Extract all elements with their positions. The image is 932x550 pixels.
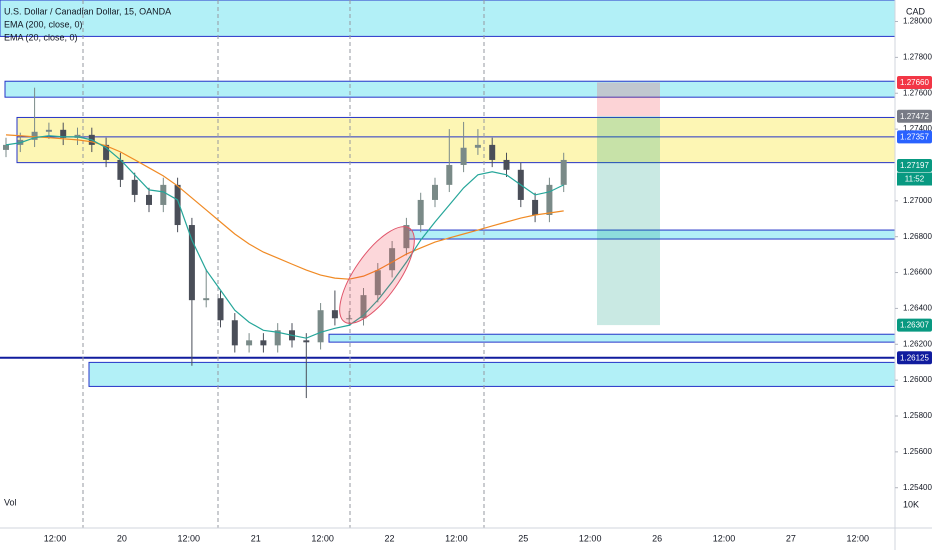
candle-body — [374, 270, 381, 296]
x-tick-label: 12:00 — [847, 533, 870, 543]
zone — [328, 333, 896, 343]
highlight-ellipse — [339, 226, 415, 324]
candle-body — [3, 144, 9, 150]
price-badge — [897, 75, 932, 89]
y-tick-label: 1.25600 — [903, 447, 932, 456]
countdown-badge — [897, 172, 932, 186]
price-axis — [895, 0, 932, 550]
price-badge — [897, 351, 932, 365]
x-tick-label: 12:00 — [579, 533, 602, 543]
x-tick-label: 20 — [117, 533, 127, 543]
x-tick-label: 27 — [786, 533, 796, 543]
legend-entry: EMA (20, close, 0) — [4, 32, 78, 42]
candle-body — [474, 144, 481, 148]
candle-body — [131, 179, 138, 195]
candle-body — [503, 159, 510, 170]
candle-body — [60, 129, 67, 138]
candle-body — [489, 144, 496, 160]
countdown: 11:52 — [905, 175, 925, 184]
legend-entry: EMA (200, close, 0) — [4, 19, 83, 29]
y-tick-label: 1.26400 — [903, 304, 932, 313]
zone — [0, 0, 896, 37]
price-badge — [897, 318, 932, 332]
candle-body — [45, 129, 52, 132]
zone — [4, 80, 896, 98]
candle-body — [346, 318, 353, 320]
x-tick-label: 26 — [652, 533, 662, 543]
y-tick-label: 1.25800 — [903, 411, 932, 420]
session-separators — [82, 0, 485, 528]
candle-body — [217, 298, 224, 321]
x-tick-label: 12:00 — [445, 533, 468, 543]
candle-body — [460, 147, 467, 165]
price-badge-label: 1.26307 — [900, 321, 929, 330]
currency: CAD — [906, 6, 926, 16]
y-tick-label: 1.25400 — [903, 483, 932, 492]
candle-body — [532, 199, 539, 215]
y-tick-label: 1.27000 — [903, 196, 932, 205]
candle-body — [389, 248, 396, 271]
price-badge-label: 1.27357 — [900, 132, 929, 141]
candle-body — [203, 298, 210, 301]
price-badge — [897, 130, 932, 144]
candle-body — [303, 340, 310, 343]
position-target — [597, 116, 660, 326]
ema-line — [5, 135, 564, 339]
candle-body — [317, 310, 324, 343]
price-badge — [897, 159, 932, 173]
candle-body — [417, 199, 424, 226]
candle-body — [103, 144, 110, 160]
x-tick-label: 12:00 — [311, 533, 334, 543]
zones — [0, 0, 896, 387]
candle-body — [274, 330, 281, 346]
candle-body — [360, 295, 367, 319]
symbol-title: U.S. Dollar / Canadian Dollar, 15, OANDA — [4, 6, 171, 16]
y-tick-label: 1.26000 — [903, 375, 932, 384]
price-badge-label: 1.27472 — [900, 112, 929, 121]
price-badge-label: 1.27660 — [900, 78, 929, 87]
zone — [88, 361, 896, 387]
price-badge-label: 1.27197 — [900, 161, 929, 170]
candle-body — [174, 184, 181, 226]
position-stop — [597, 82, 660, 117]
y-tick-label: 1.27800 — [903, 52, 932, 61]
y-tick-label: 1.26800 — [903, 232, 932, 241]
y-tick-label: 1.26600 — [903, 268, 932, 277]
candle-body — [546, 184, 553, 215]
x-tick-label: 25 — [518, 533, 528, 543]
plot — [3, 87, 567, 399]
candle-body — [160, 184, 167, 205]
candle-body — [146, 194, 152, 205]
volume-label: Vol — [4, 497, 17, 507]
y-tick-label: 1.27400 — [903, 124, 932, 133]
x-tick-label: 12:00 — [178, 533, 201, 543]
candle-body — [446, 164, 453, 185]
candle-body — [117, 159, 124, 180]
price-badge-label: 1.26125 — [900, 353, 929, 362]
candle-body — [246, 340, 253, 346]
y-tick-label: 1.28000 — [903, 17, 932, 26]
y-tick-label: 1.27600 — [903, 88, 932, 97]
y-tick-label: 1.26200 — [903, 339, 932, 348]
candle-body — [231, 320, 238, 346]
x-tick-label: 22 — [384, 533, 394, 543]
candle-body — [403, 225, 410, 249]
x-tick-label: 21 — [251, 533, 261, 543]
candle-body — [188, 225, 195, 301]
candle-body — [331, 310, 338, 319]
candle-body — [31, 131, 38, 140]
volume-tick: 10K — [903, 499, 919, 509]
x-tick-label: 12:00 — [713, 533, 736, 543]
x-tick-label: 12:00 — [44, 533, 67, 543]
price-badge — [897, 109, 932, 123]
zone — [16, 116, 896, 164]
axis-labels: 1.28000 1.27800 1.27600 1.27400 1.27000 1.268… — [44, 17, 932, 543]
candle-body — [432, 184, 438, 200]
candle-body — [260, 340, 267, 346]
candle-body — [560, 159, 567, 185]
